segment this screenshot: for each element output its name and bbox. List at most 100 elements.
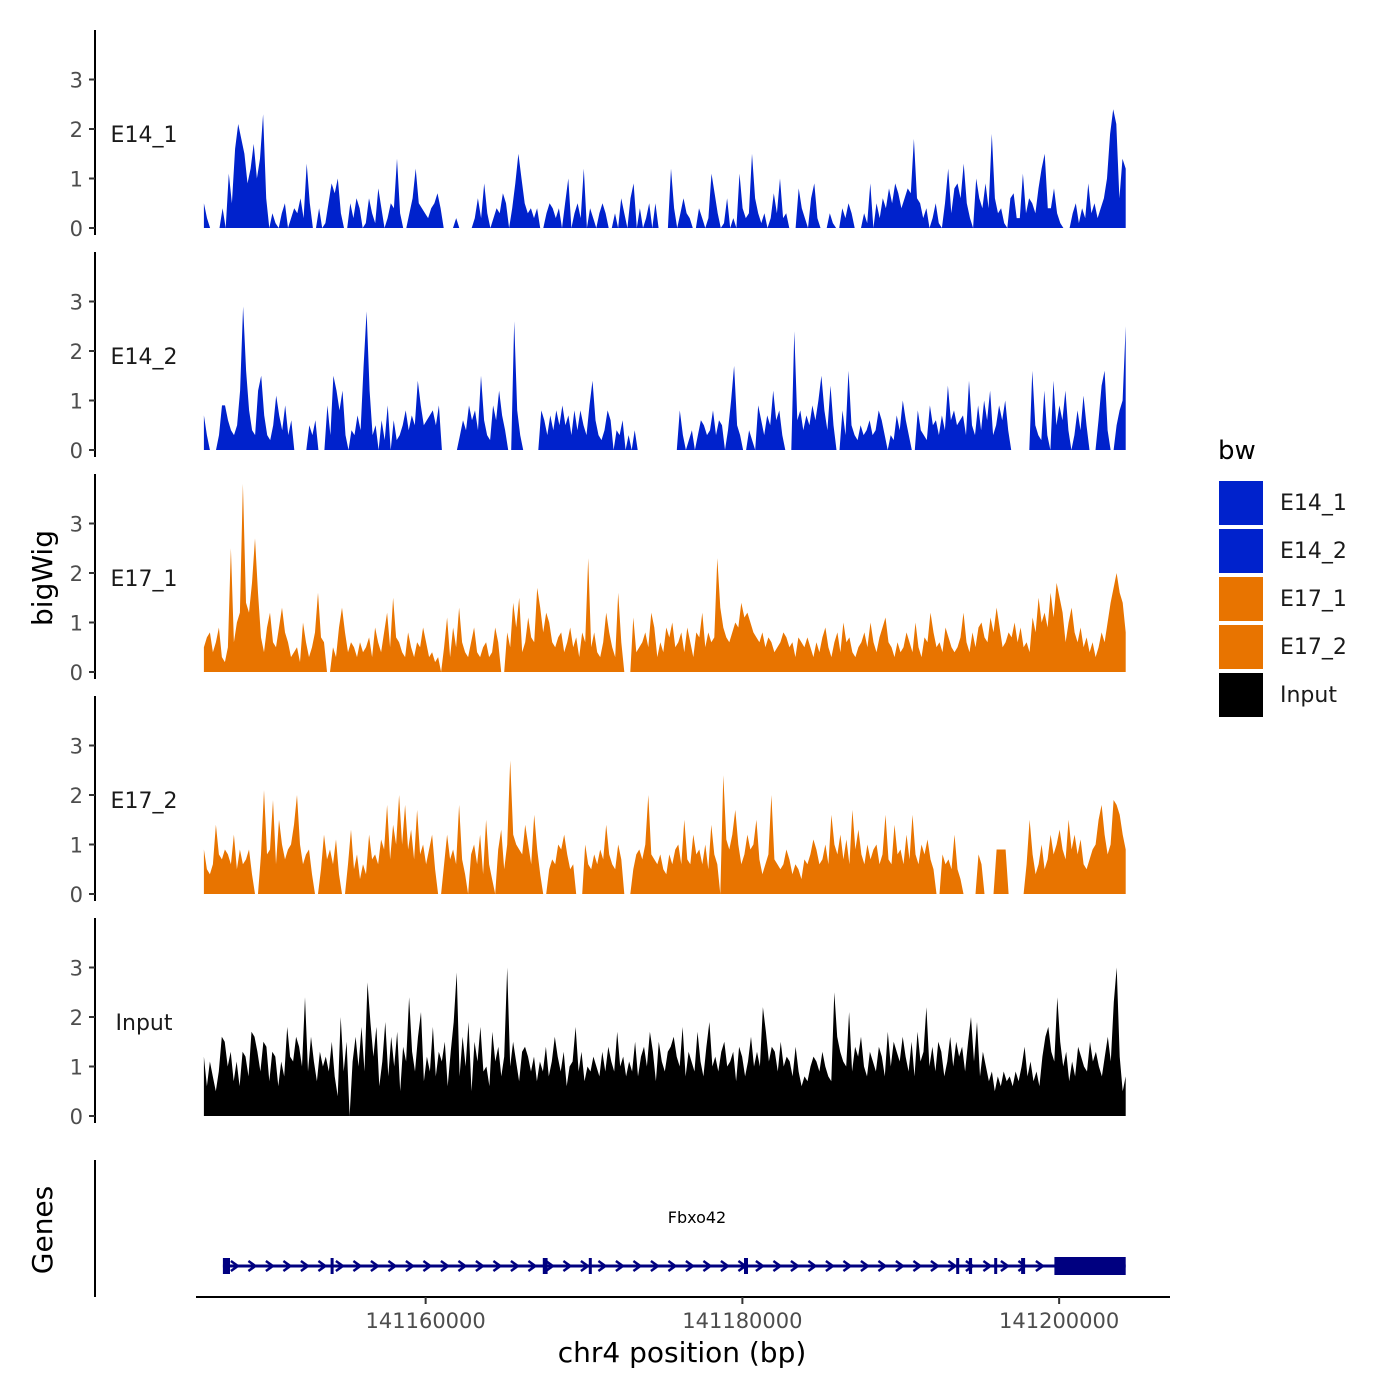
legend-label: E14_1 — [1280, 491, 1347, 516]
y-tick-label: 2 — [70, 784, 83, 808]
y-tick-label: 1 — [70, 1056, 83, 1080]
x-axis: 141160000 141180000 141200000 — [196, 1296, 1170, 1333]
strand-arrow — [510, 1259, 521, 1273]
y-tick-label: 2 — [70, 1006, 83, 1030]
strand-arrow — [265, 1259, 276, 1273]
y-axis-title: bigWig — [26, 530, 59, 626]
coverage-area — [203, 967, 1126, 1116]
x-tick-label: 141160000 — [366, 1309, 486, 1333]
y-tick-label: 1 — [70, 834, 83, 858]
y-tick-label: 0 — [70, 439, 83, 463]
track-e14-1: 0 1 2 3 E14_1 — [70, 30, 1126, 241]
strand-arrow — [842, 1259, 853, 1273]
coverage-area — [203, 483, 1126, 672]
strand-arrow — [352, 1259, 363, 1273]
strand-arrow — [685, 1259, 696, 1273]
strand-arrow — [825, 1259, 836, 1273]
legend-swatch-e14-1 — [1217, 479, 1265, 527]
gene-exon — [588, 1258, 592, 1274]
x-tick-label: 141180000 — [682, 1309, 802, 1333]
strand-arrow — [632, 1259, 643, 1273]
gene-exon — [744, 1258, 748, 1274]
strand-arrow — [947, 1259, 958, 1273]
strand-arrow — [405, 1259, 416, 1273]
strand-arrow — [492, 1259, 503, 1273]
track-label: E14_1 — [111, 123, 178, 148]
track-e17-2: 0 1 2 3 E17_2 — [70, 696, 1126, 907]
y-tick-label: 0 — [70, 217, 83, 241]
coverage-area — [203, 760, 1126, 894]
gene-exon — [542, 1258, 548, 1274]
y-tick-label: 0 — [70, 1105, 83, 1129]
legend-swatch-input — [1217, 671, 1265, 719]
strand-arrow — [580, 1259, 591, 1273]
y-tick-label: 2 — [70, 340, 83, 364]
legend-swatch-e17-2 — [1217, 623, 1265, 671]
strand-arrow — [247, 1259, 258, 1273]
legend-swatch-e14-2 — [1217, 527, 1265, 575]
gene-exon — [222, 1258, 230, 1274]
strand-arrow — [545, 1259, 556, 1273]
strand-arrow — [422, 1259, 433, 1273]
gene-exon — [956, 1258, 960, 1274]
strand-arrow — [807, 1259, 818, 1273]
legend-title: bw — [1218, 436, 1256, 466]
legend-label: E17_2 — [1280, 635, 1347, 660]
strand-arrow — [912, 1259, 923, 1273]
gene-exon-thick — [1054, 1257, 1126, 1275]
coverage-area — [203, 109, 1126, 228]
y-tick-label: 3 — [70, 735, 83, 759]
strand-arrow — [475, 1259, 486, 1273]
legend-label: E17_1 — [1280, 587, 1347, 612]
strand-arrow — [720, 1259, 731, 1273]
track-input: 0 1 2 3 Input — [70, 918, 1126, 1129]
y-tick-label: 0 — [70, 883, 83, 907]
strand-arrow — [965, 1259, 976, 1273]
legend-label: Input — [1280, 683, 1337, 708]
strand-arrow — [230, 1259, 241, 1273]
strand-arrow — [1017, 1259, 1028, 1273]
strand-arrow — [317, 1259, 328, 1273]
strand-arrow — [562, 1259, 573, 1273]
coverage-area — [203, 306, 1126, 450]
strand-arrow — [895, 1259, 906, 1273]
y-tick-label: 3 — [70, 957, 83, 981]
legend-label: E14_2 — [1280, 539, 1347, 564]
strand-arrow — [440, 1259, 451, 1273]
strand-arrow — [527, 1259, 538, 1273]
x-tick-label: 141200000 — [999, 1309, 1119, 1333]
strand-arrow — [1035, 1259, 1046, 1273]
gene-name-label: Fbxo42 — [668, 1208, 726, 1227]
strand-arrow — [597, 1259, 608, 1273]
strand-arrow — [667, 1259, 678, 1273]
y-tick-label: 0 — [70, 661, 83, 685]
strand-arrow — [282, 1259, 293, 1273]
strand-arrow — [457, 1259, 468, 1273]
track-label: E17_1 — [111, 567, 178, 592]
legend-swatch-e17-1 — [1217, 575, 1265, 623]
genes-track-title: Genes — [26, 1186, 59, 1274]
strand-arrow — [772, 1259, 783, 1273]
y-tick-label: 3 — [70, 291, 83, 315]
strand-arrow — [860, 1259, 871, 1273]
strand-arrow — [370, 1259, 381, 1273]
y-tick-label: 3 — [70, 69, 83, 93]
y-tick-label: 3 — [70, 513, 83, 537]
y-tick-label: 1 — [70, 168, 83, 192]
strand-arrow — [335, 1259, 346, 1273]
gene-exon — [968, 1258, 973, 1274]
gene-exon — [330, 1258, 334, 1274]
gene-exon — [1021, 1258, 1026, 1274]
track-e14-2: 0 1 2 3 E14_2 — [70, 252, 1126, 463]
y-tick-label: 2 — [70, 118, 83, 142]
x-axis-title: chr4 position (bp) — [558, 1336, 807, 1369]
legend: bw E14_1 E14_2 E17_1 E17_2 Input — [1217, 436, 1347, 719]
y-tick-label: 1 — [70, 612, 83, 636]
strand-arrow — [300, 1259, 311, 1273]
strand-arrow — [755, 1259, 766, 1273]
strand-arrow — [702, 1259, 713, 1273]
bigwig-tracks: 0 1 2 3 E14_1 0 1 2 3 E14_2 0 1 2 3 E17_1 0 1 2 3 E17_2 0 1 2 3… — [70, 30, 1126, 1129]
strand-arrow — [387, 1259, 398, 1273]
track-label: E17_2 — [111, 789, 178, 814]
